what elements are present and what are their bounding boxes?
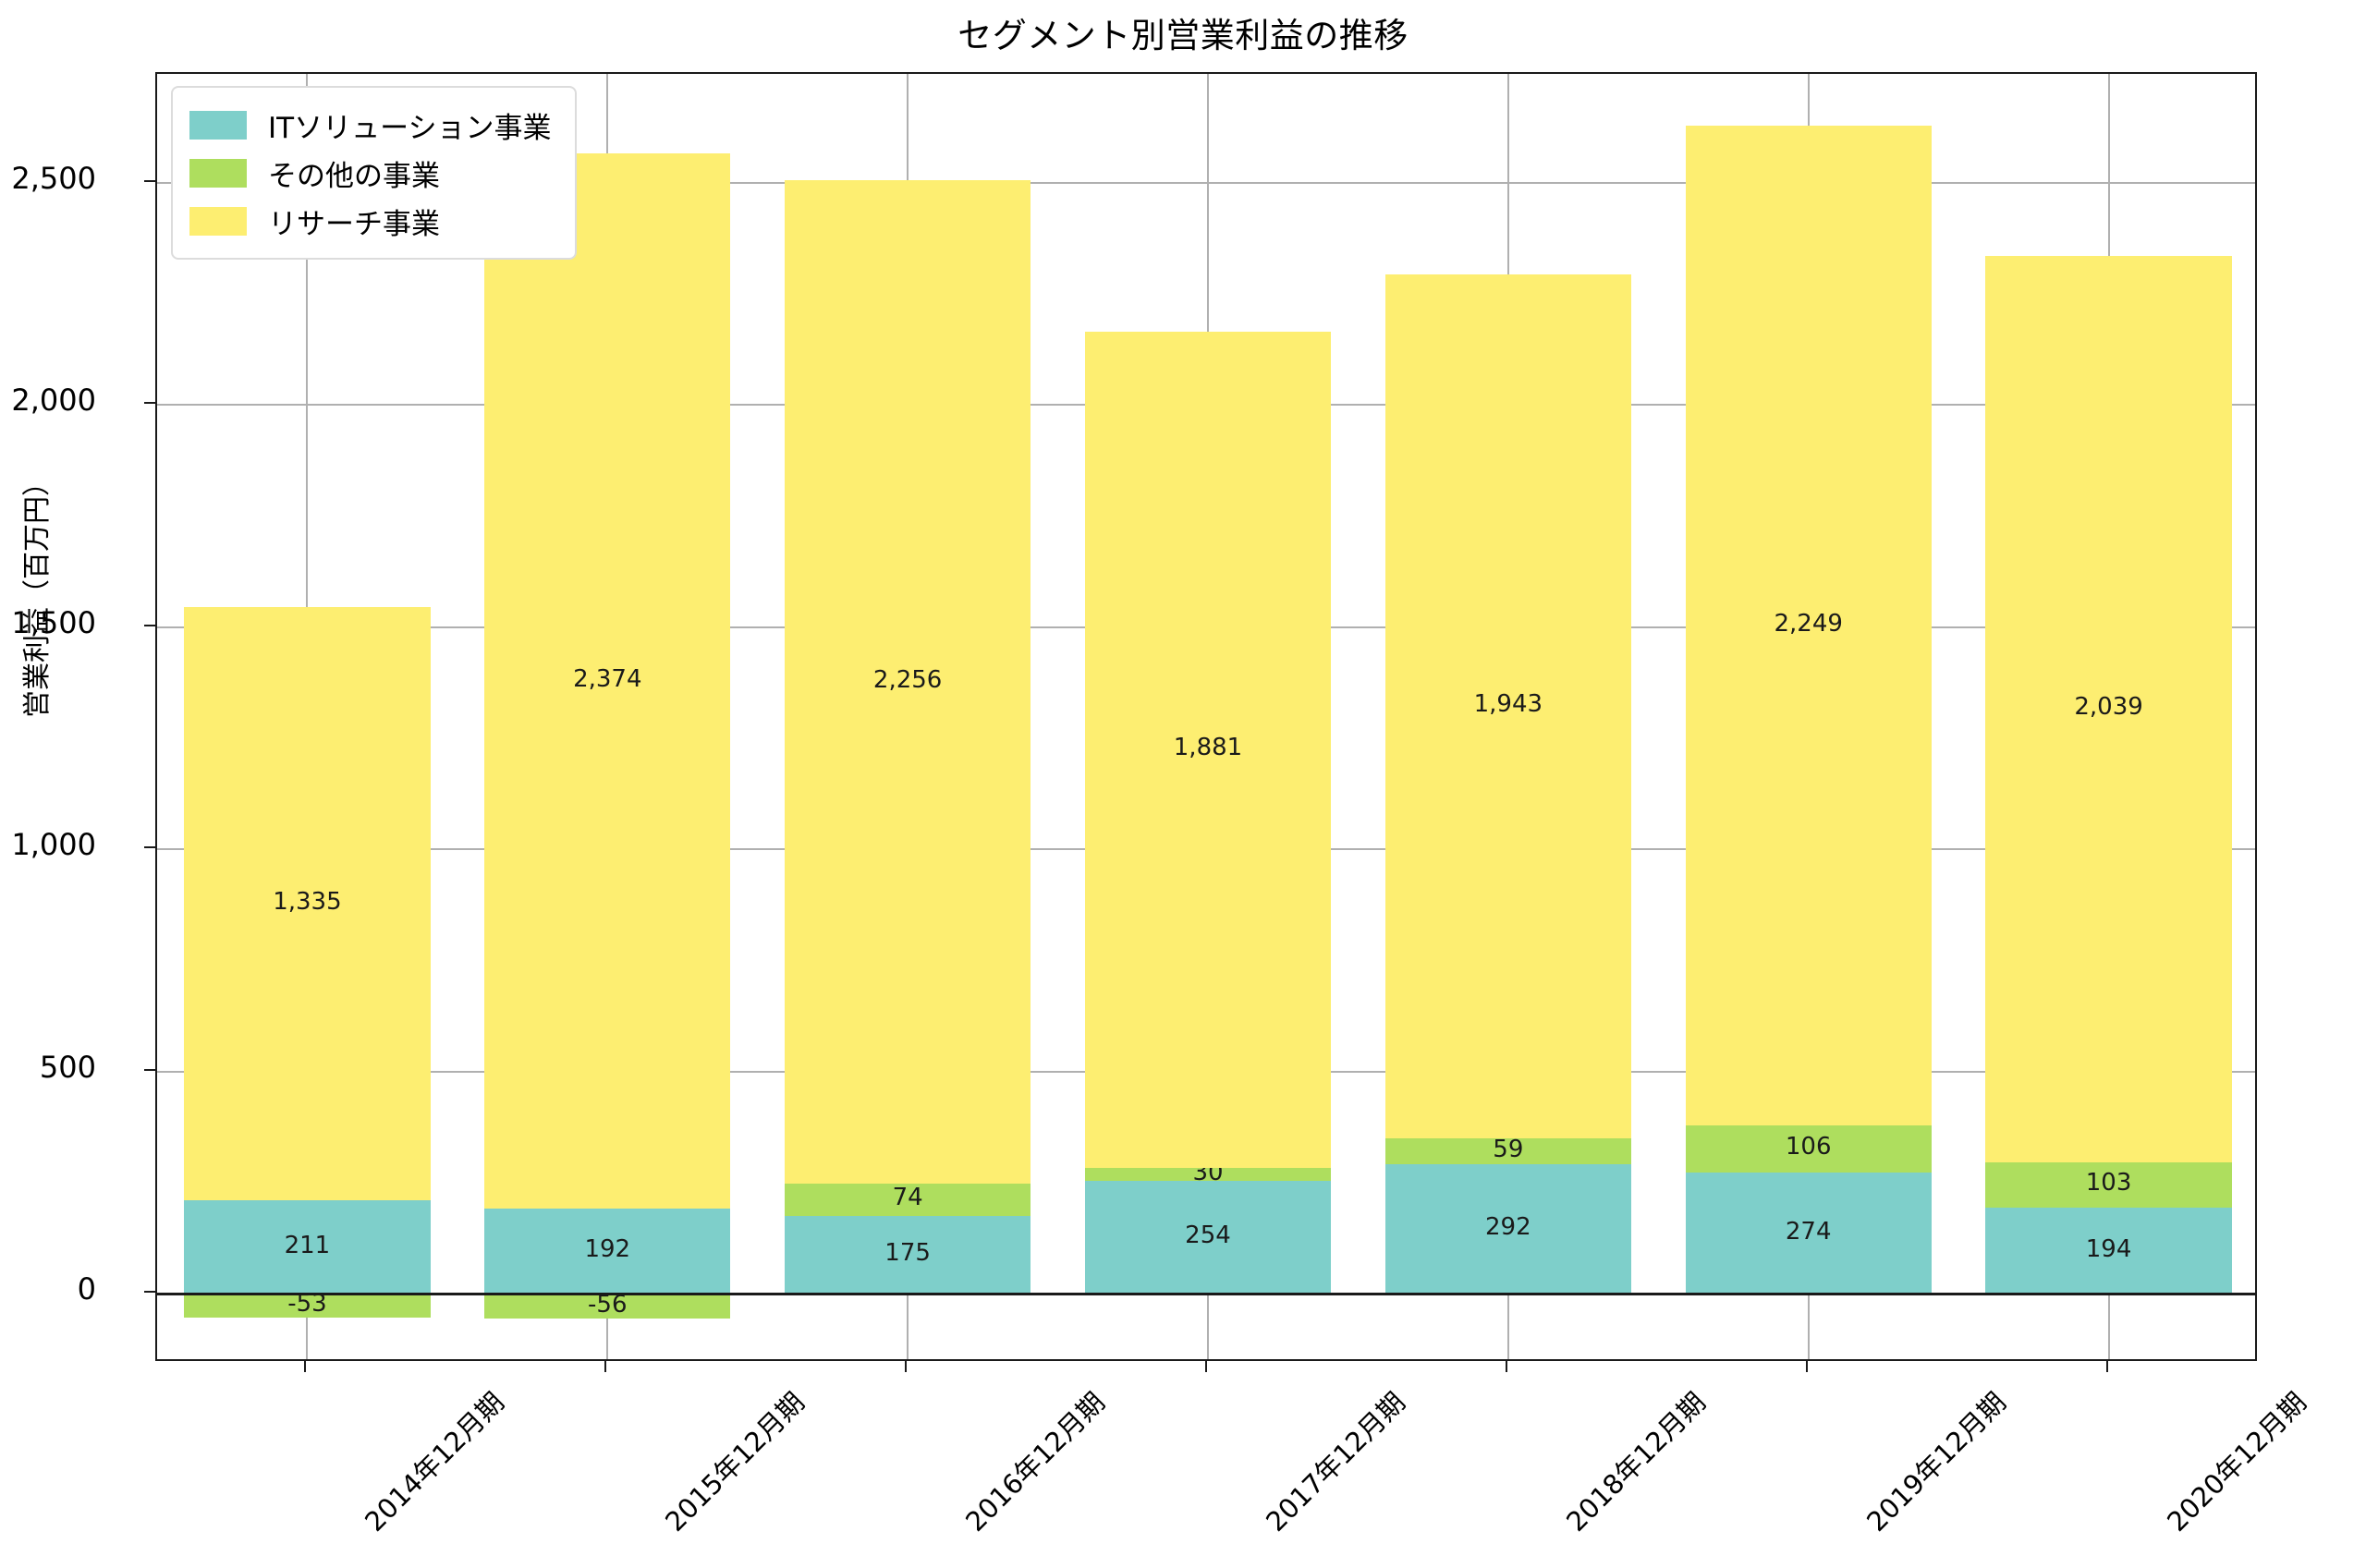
y-tick-mark (144, 1068, 155, 1071)
legend-item-label: リサーチ事業 (268, 207, 440, 241)
bar-segment[interactable] (1084, 1167, 1332, 1182)
gridline-horizontal (157, 181, 2255, 184)
plot-inner: 211 -53 1,335 192 -56 2,374 175 74 2,256 254 30 1,8… (157, 74, 2255, 1359)
bar-segment[interactable] (1384, 1137, 1632, 1164)
bar-group[interactable]: 175 74 2,256 (784, 74, 1031, 1359)
bar-segment[interactable] (1985, 1208, 2232, 1295)
x-tick-label: 2018年12月期 (1559, 1386, 1712, 1538)
bar-segment[interactable] (1685, 1172, 1932, 1295)
y-tick-label: 2,500 (11, 160, 96, 196)
bar-segment[interactable] (1384, 1163, 1632, 1295)
y-tick-label: 1,000 (11, 827, 96, 863)
legend-item[interactable]: その他の事業 (189, 149, 551, 197)
legend-item[interactable]: リサーチ事業 (189, 197, 551, 245)
x-tick-label: 2020年12月期 (2160, 1386, 2312, 1538)
bar-segment[interactable] (1084, 332, 1332, 1168)
x-tick-mark (1505, 1361, 1507, 1372)
x-tick-mark (905, 1361, 908, 1372)
y-tick-mark (144, 179, 155, 182)
bar-group[interactable]: 211 -53 1,335 (184, 74, 431, 1359)
bar-segment[interactable] (1985, 255, 2232, 1162)
x-tick-label: 2017年12月期 (1260, 1386, 1412, 1538)
y-tick-mark (144, 402, 155, 405)
x-tick-mark (604, 1361, 607, 1372)
legend-swatch-icon (189, 206, 247, 236)
y-tick-mark (144, 846, 155, 849)
bar-segment[interactable] (484, 1209, 731, 1295)
y-tick-mark (144, 1291, 155, 1294)
legend-swatch-icon (189, 110, 247, 140)
bar-segment[interactable] (784, 1216, 1031, 1295)
page-title: セグメント別営業利益の推移 (957, 16, 1409, 55)
x-tick-label: 2014年12月期 (359, 1386, 511, 1538)
bar-group[interactable]: 274 106 2,249 (1685, 74, 1932, 1359)
bar-segment[interactable] (784, 1183, 1031, 1217)
legend-item[interactable]: ITソリューション事業 (189, 101, 551, 149)
bar-segment[interactable] (1084, 1181, 1332, 1295)
bar-segment[interactable] (484, 153, 731, 1209)
bar-segment[interactable] (184, 1294, 431, 1318)
bar-group[interactable]: 194 103 2,039 (1985, 74, 2232, 1359)
y-tick-mark (144, 624, 155, 626)
bar-segment[interactable] (184, 1199, 431, 1295)
bar-segment[interactable] (1685, 125, 1932, 1125)
bar-segment[interactable] (1685, 1124, 1932, 1173)
bar-segment[interactable] (184, 606, 431, 1200)
x-tick-mark (1205, 1361, 1207, 1372)
x-tick-label: 2015年12月期 (659, 1386, 811, 1538)
x-tick-mark (1805, 1361, 1808, 1372)
plot-area: 211 -53 1,335 192 -56 2,374 175 74 2,256 254 30 1,8… (155, 72, 2257, 1361)
x-tick-label: 2016年12月期 (959, 1386, 1112, 1538)
legend-item-label: ITソリューション事業 (268, 111, 552, 145)
bar-segment[interactable] (1384, 273, 1632, 1138)
chart-legend: ITソリューション事業 その他の事業 リサーチ事業 (171, 86, 578, 260)
bar-segment[interactable] (784, 180, 1031, 1184)
legend-swatch-icon (189, 158, 247, 188)
bar-segment[interactable] (484, 1294, 731, 1319)
zero-line (157, 1293, 2255, 1296)
x-tick-mark (2105, 1361, 2108, 1372)
bar-segment[interactable] (1985, 1161, 2232, 1209)
bar-group[interactable]: 254 30 1,881 (1084, 74, 1332, 1359)
bar-group[interactable]: 292 59 1,943 (1384, 74, 1632, 1359)
y-tick-label: 2,000 (11, 383, 96, 419)
y-tick-label: 0 (77, 1271, 96, 1307)
bar-group[interactable]: 192 -56 2,374 (484, 74, 731, 1359)
legend-item-label: その他の事業 (268, 159, 440, 193)
x-tick-label: 2019年12月期 (1860, 1386, 2012, 1538)
y-tick-label: 1,500 (11, 604, 96, 640)
x-tick-mark (304, 1361, 307, 1372)
y-tick-label: 500 (39, 1049, 96, 1085)
